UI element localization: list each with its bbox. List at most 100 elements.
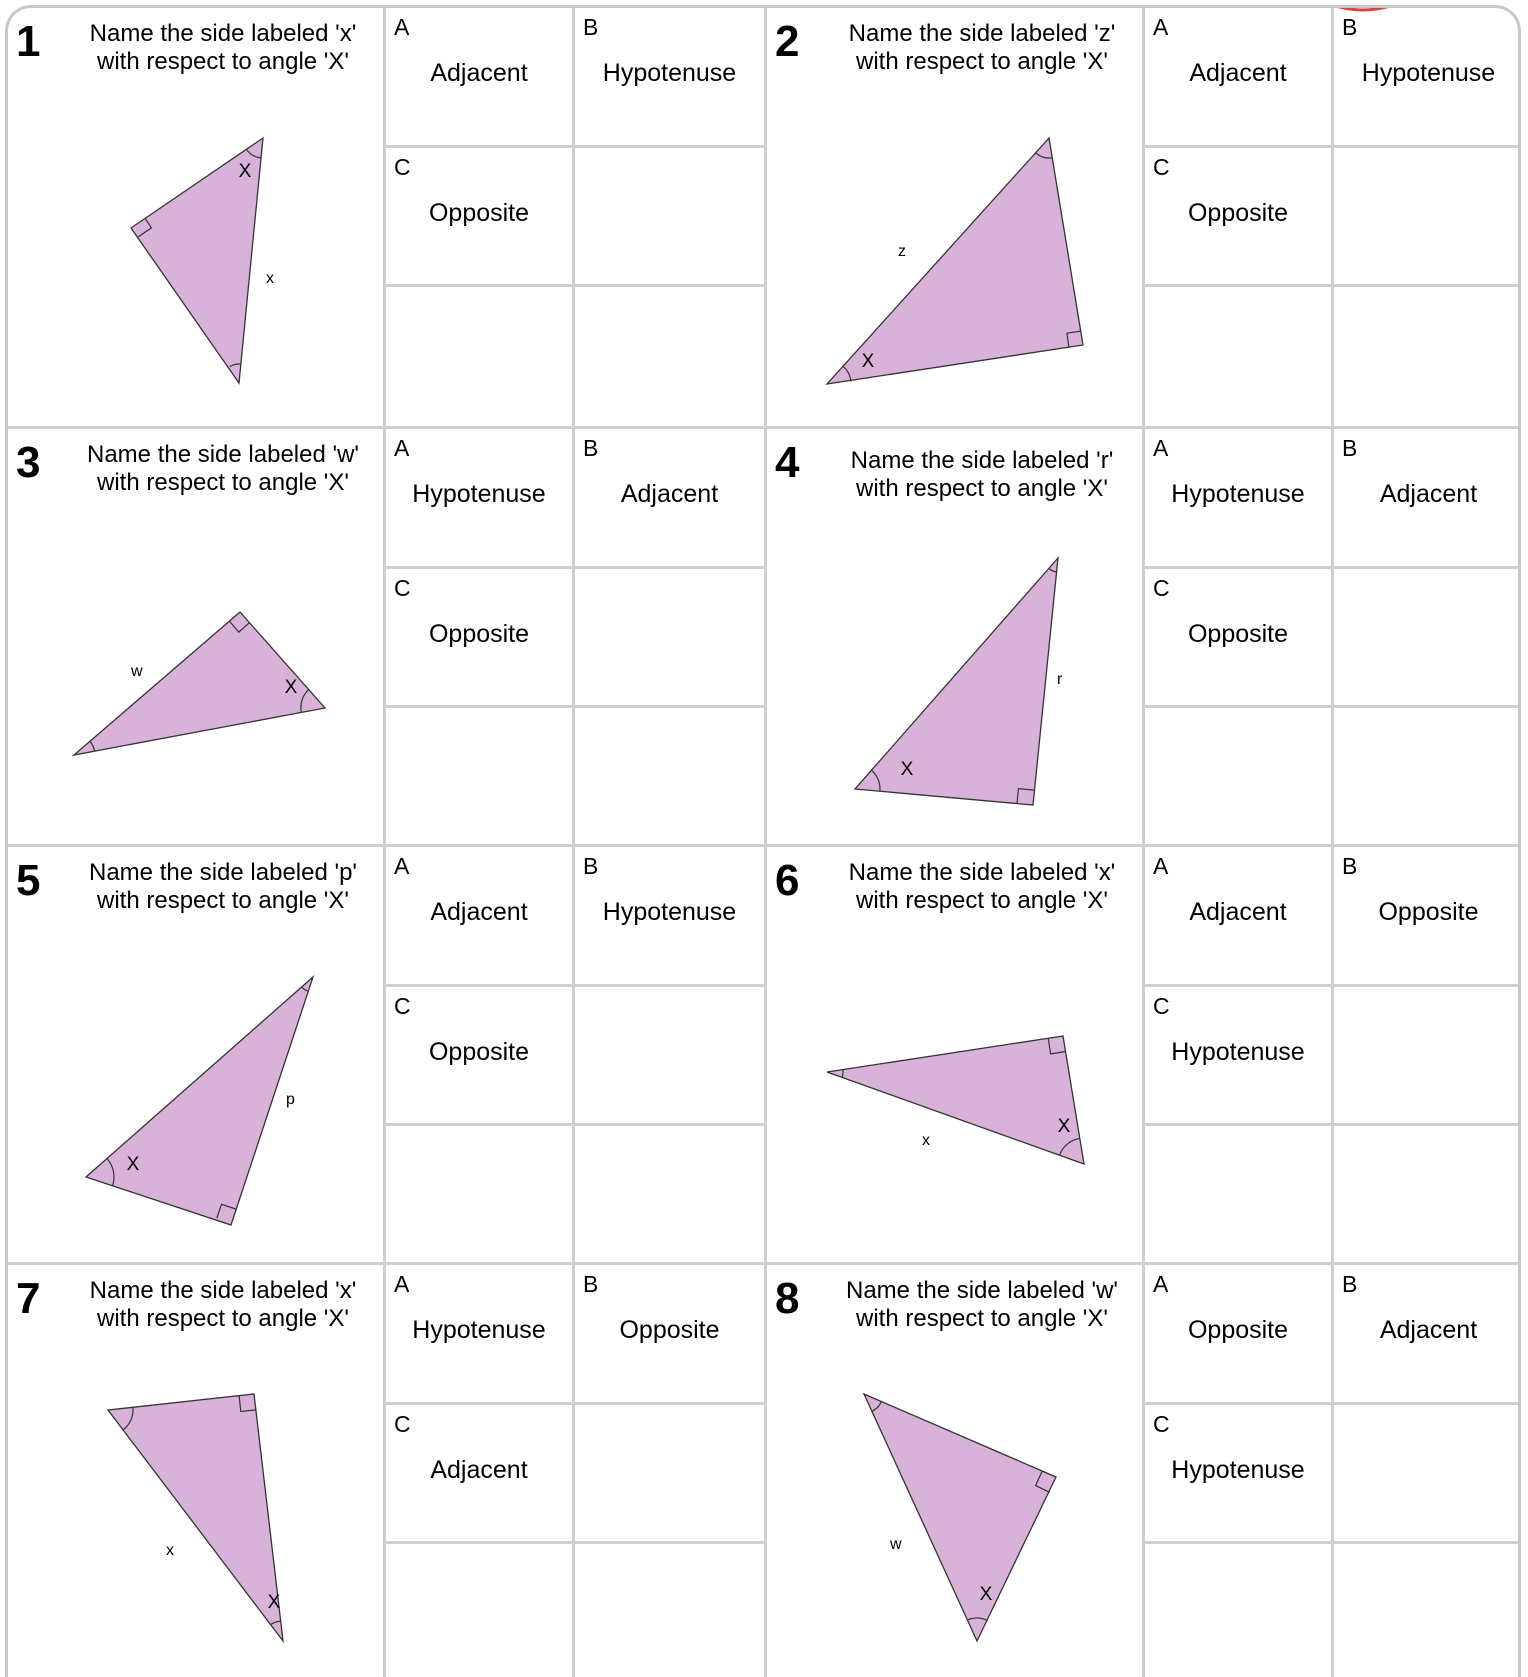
option-c[interactable]: C Opposite (386, 987, 572, 1123)
row-divider (8, 426, 1518, 429)
question-text: Name the side labeled 'x' with respect t… (89, 1277, 357, 1332)
right-angle-marker (1034, 1470, 1050, 1493)
worksheet: 1 Name the side labeled 'x' with respect… (5, 5, 1521, 1677)
triangle (826, 1035, 1085, 1165)
option-letter: C (1153, 1411, 1170, 1437)
option-text: Hypotenuse (1171, 1456, 1305, 1484)
option-a[interactable]: A Hypotenuse (1145, 429, 1331, 566)
option-a[interactable]: A Adjacent (386, 8, 572, 145)
option-a[interactable]: A Opposite (1145, 1265, 1331, 1402)
option-letter: B (1342, 1271, 1358, 1297)
answer-options: A Hypotenuse B Adjacent C Opposite (1145, 429, 1518, 847)
angle-arc (270, 1620, 281, 1626)
right-angle-marker (238, 1395, 257, 1413)
option-a[interactable]: A Adjacent (386, 847, 572, 984)
side-label: w (889, 1536, 902, 1553)
triangle (862, 1392, 1057, 1643)
option-text: Opposite (619, 1316, 720, 1344)
option-a[interactable]: A Adjacent (1145, 847, 1331, 984)
angle-arc (106, 1158, 115, 1186)
option-b[interactable]: B Hypotenuse (1334, 8, 1518, 145)
question-number: 7 (16, 1274, 41, 1323)
question-prompt-area: 5 Name the side labeled 'p' with respect… (8, 847, 386, 1265)
right-angle-marker (216, 1203, 236, 1219)
question-prompt-area: 2 Name the side labeled 'z' with respect… (767, 8, 1145, 426)
option-text: Opposite (1187, 1316, 1289, 1344)
option-a[interactable]: A Hypotenuse (386, 1265, 572, 1402)
answer-options: A Hypotenuse B Opposite C Adjacent (386, 1265, 764, 1677)
angle-label: X (285, 677, 298, 698)
angle-arc (841, 1069, 844, 1078)
row-divider (8, 844, 1518, 847)
option-a[interactable]: A Adjacent (1145, 8, 1331, 145)
option-b[interactable]: B Adjacent (1334, 1265, 1518, 1402)
option-c[interactable]: C Opposite (1145, 569, 1331, 705)
option-letter: A (1153, 435, 1169, 461)
question-prompt-area: 3 Name the side labeled 'w' with respect… (8, 429, 386, 847)
option-letter: B (583, 435, 599, 461)
option-text: Opposite (1378, 898, 1479, 926)
angle-arc (1035, 152, 1053, 159)
option-b[interactable]: B Hypotenuse (575, 847, 764, 984)
option-b[interactable]: B Opposite (575, 1265, 764, 1402)
option-text: Adjacent (1189, 59, 1287, 87)
option-text: Hypotenuse (602, 59, 737, 87)
option-c[interactable]: C Opposite (386, 148, 572, 284)
side-label: z (898, 243, 906, 260)
option-text: Opposite (428, 620, 530, 648)
option-c[interactable]: C Hypotenuse (1145, 987, 1331, 1123)
option-letter: B (583, 853, 599, 879)
angle-arc (89, 740, 96, 752)
option-b[interactable]: B Hypotenuse (575, 8, 764, 145)
option-letter: C (394, 154, 411, 180)
option-c[interactable]: C Opposite (386, 569, 572, 705)
question-text: Name the side labeled 'x' with respect t… (89, 20, 357, 75)
right-angle-marker (1016, 787, 1035, 804)
triangle-diagram: X x (106, 1393, 284, 1644)
option-text: Hypotenuse (1361, 59, 1496, 87)
answer-options: A Adjacent B Hypotenuse C Opposite (386, 8, 764, 426)
angle-arc (966, 1617, 988, 1621)
angle-arc (245, 148, 261, 159)
option-c[interactable]: C Adjacent (386, 1405, 572, 1541)
option-letter: A (1153, 853, 1169, 879)
question-text: Name the side labeled 'z' with respect t… (848, 20, 1116, 75)
question-card-2: 2 Name the side labeled 'z' with respect… (767, 8, 1518, 426)
option-text: Adjacent (430, 1456, 528, 1484)
question-number: 4 (775, 438, 800, 487)
angle-arc (301, 986, 309, 992)
triangle (71, 611, 327, 757)
angle-arc (1048, 568, 1057, 573)
question-number: 5 (16, 856, 41, 905)
option-c[interactable]: C Hypotenuse (1145, 1405, 1331, 1541)
option-letter: A (394, 1271, 410, 1297)
triangle-diagram: X z (825, 136, 1084, 385)
column-divider (1142, 8, 1145, 1677)
question-prompt-area: 7 Name the side labeled 'x' with respect… (8, 1265, 386, 1677)
question-text: Name the side labeled 'w' with respect t… (87, 441, 359, 496)
question-number: 1 (16, 17, 41, 66)
column-divider (764, 8, 767, 1677)
side-label: x (266, 270, 274, 287)
option-b[interactable]: B Adjacent (575, 429, 764, 566)
option-letter: B (1342, 14, 1358, 40)
angle-label: X (862, 351, 875, 372)
side-label: x (166, 1542, 174, 1559)
option-letter: C (394, 575, 411, 601)
option-text: Adjacent (1189, 898, 1287, 926)
angle-label: X (980, 1584, 993, 1605)
question-prompt-area: 4 Name the side labeled 'r' with respect… (767, 429, 1145, 847)
question-prompt-area: 1 Name the side labeled 'x' with respect… (8, 8, 386, 426)
option-letter: A (394, 435, 410, 461)
option-letter: C (1153, 575, 1170, 601)
right-angle-marker (137, 218, 153, 238)
triangle (853, 556, 1059, 806)
option-text: Opposite (1187, 199, 1289, 227)
option-a[interactable]: A Hypotenuse (386, 429, 572, 566)
angle-arc (871, 1401, 882, 1412)
option-letter: C (394, 993, 411, 1019)
option-c[interactable]: C Opposite (1145, 148, 1331, 284)
question-text: Name the side labeled 'w' with respect t… (846, 1277, 1118, 1332)
option-b[interactable]: B Adjacent (1334, 429, 1518, 566)
option-b[interactable]: B Opposite (1334, 847, 1518, 984)
